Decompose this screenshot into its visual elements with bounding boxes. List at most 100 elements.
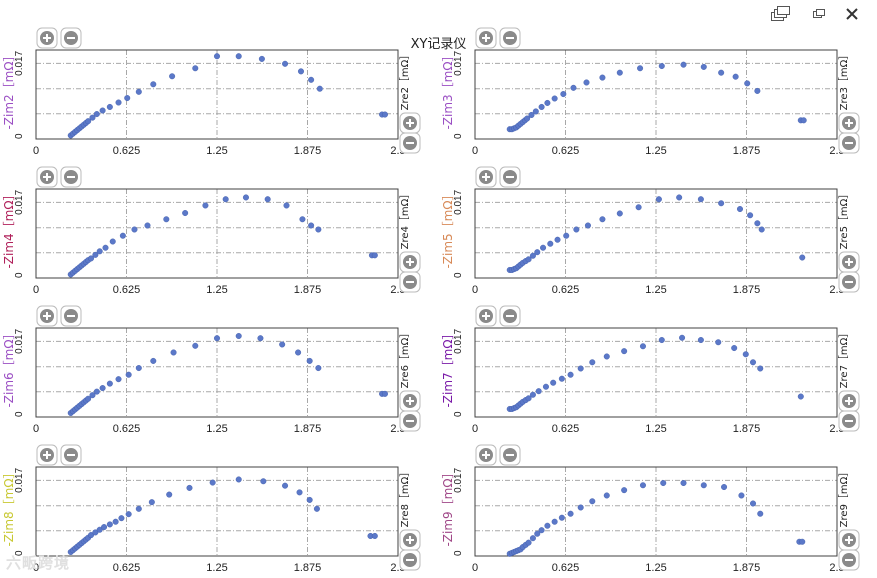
plot-frame — [35, 188, 399, 279]
data-point — [584, 222, 591, 229]
data-point — [381, 390, 388, 397]
zoom-out-button[interactable] — [838, 549, 860, 571]
data-point — [257, 335, 264, 342]
zoom-in-button[interactable] — [475, 305, 497, 327]
data-point — [639, 482, 646, 489]
zoom-in-button[interactable] — [36, 166, 58, 188]
data-point — [747, 212, 754, 219]
data-point — [85, 395, 92, 402]
zoom-in-button[interactable] — [838, 251, 860, 273]
zoom-out-button[interactable] — [60, 166, 82, 188]
x-tick-label: 0 — [33, 423, 39, 435]
x-tick-label: 1.875 — [294, 284, 322, 296]
restore-windows-icon[interactable] — [769, 4, 791, 24]
x-tick-label: 1.25 — [645, 423, 666, 435]
chart-panel-5: 0 0.625 1.25 1.875 2.500.017-Zim5［mΩ］ Zre5［mΩ… — [441, 166, 860, 296]
data-point — [115, 376, 122, 383]
zoom-in-button[interactable] — [399, 529, 421, 551]
zoom-out-button[interactable] — [838, 132, 860, 154]
y-tick-label: 0.017 — [453, 189, 464, 214]
zoom-out-button[interactable] — [838, 410, 860, 432]
data-point — [529, 535, 536, 542]
data-point — [637, 65, 644, 72]
x-tick-label: 0.625 — [552, 423, 580, 435]
x-tick-label: 1.875 — [294, 145, 322, 157]
data-point — [125, 371, 132, 378]
data-point — [144, 222, 151, 229]
data-point — [616, 210, 623, 217]
close-icon[interactable] — [841, 4, 863, 24]
data-point — [209, 479, 216, 486]
plot-frame — [474, 49, 838, 140]
zoom-in-button[interactable] — [838, 390, 860, 412]
y-tick-label: 0 — [453, 550, 464, 556]
data-point — [525, 256, 532, 263]
zoom-in-button[interactable] — [36, 444, 58, 466]
data-point — [135, 365, 142, 372]
data-point — [106, 380, 113, 387]
zoom-in-button[interactable] — [838, 529, 860, 551]
data-point — [124, 95, 131, 102]
data-point — [621, 348, 628, 355]
zoom-in-button[interactable] — [475, 166, 497, 188]
y-axis-label: -Zim2［mΩ］ — [2, 49, 16, 129]
x-tick-label: 0.625 — [113, 284, 141, 296]
data-point — [135, 505, 142, 512]
data-point — [639, 343, 646, 350]
data-point — [524, 115, 531, 122]
zoom-out-button[interactable] — [399, 271, 421, 293]
data-point — [282, 60, 289, 67]
zoom-out-button[interactable] — [399, 549, 421, 571]
x-tick-label: 1.875 — [733, 562, 761, 574]
zoom-out-button[interactable] — [399, 410, 421, 432]
x-tick-label: 0 — [472, 423, 478, 435]
x-tick-label: 0 — [33, 562, 39, 574]
zoom-in-button[interactable] — [475, 27, 497, 49]
y-axis-label: -Zim6［mΩ］ — [2, 327, 16, 407]
zoom-out-button[interactable] — [499, 166, 521, 188]
zoom-in-button[interactable] — [399, 112, 421, 134]
data-point — [258, 55, 265, 62]
data-point — [88, 255, 95, 262]
zoom-out-button[interactable] — [399, 132, 421, 154]
zoom-out-button[interactable] — [60, 27, 82, 49]
data-point — [532, 108, 539, 115]
zoom-in-button[interactable] — [399, 390, 421, 412]
data-point — [700, 482, 707, 489]
minimize-window-icon[interactable] — [807, 4, 829, 24]
data-point — [88, 532, 95, 539]
zoom-in-button[interactable] — [399, 251, 421, 273]
zoom-in-button[interactable] — [36, 305, 58, 327]
x-tick-label: 1.875 — [294, 562, 322, 574]
data-point — [589, 359, 596, 366]
plot-frame — [474, 466, 838, 557]
zoom-out-button[interactable] — [499, 444, 521, 466]
data-point — [163, 216, 170, 223]
data-point — [192, 342, 199, 349]
zoom-out-button[interactable] — [499, 305, 521, 327]
data-point — [589, 498, 596, 505]
data-point — [381, 111, 388, 118]
data-point — [93, 111, 100, 118]
data-point — [96, 526, 103, 533]
data-point — [554, 236, 561, 243]
zoom-out-button[interactable] — [499, 27, 521, 49]
zoom-in-button[interactable] — [36, 27, 58, 49]
data-point — [603, 353, 610, 360]
data-point — [109, 238, 116, 245]
y-tick-label: 0.017 — [453, 328, 464, 353]
data-point — [92, 529, 99, 536]
x-tick-label: 1.25 — [645, 284, 666, 296]
data-point — [235, 53, 242, 60]
zoom-out-button[interactable] — [838, 271, 860, 293]
data-point — [534, 249, 541, 256]
zoom-in-button[interactable] — [475, 444, 497, 466]
zoom-out-button[interactable] — [60, 305, 82, 327]
data-point — [567, 371, 574, 378]
data-point — [115, 99, 122, 106]
zoom-in-button[interactable] — [838, 112, 860, 134]
x-tick-label: 0.625 — [113, 145, 141, 157]
zoom-out-button[interactable] — [60, 444, 82, 466]
data-point — [660, 480, 667, 487]
data-point — [700, 63, 707, 70]
